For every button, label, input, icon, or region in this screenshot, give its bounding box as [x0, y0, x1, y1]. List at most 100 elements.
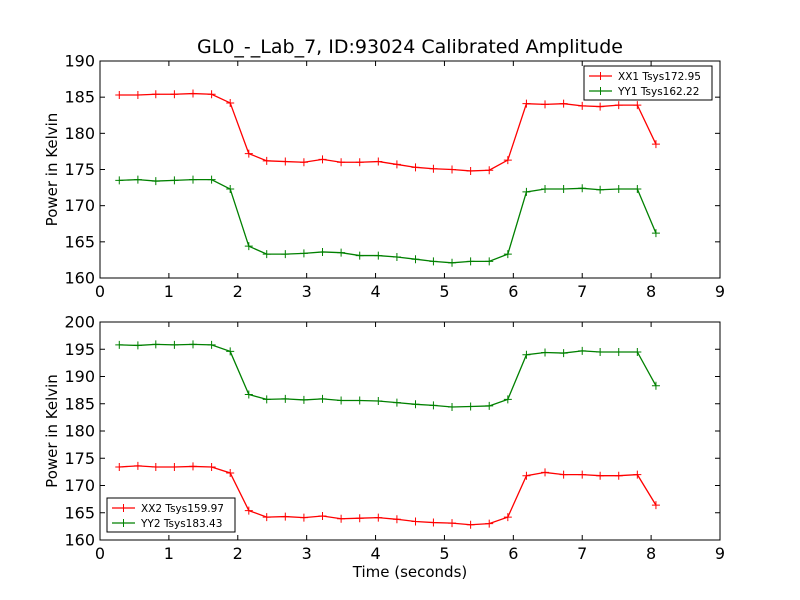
data-point [244, 242, 253, 251]
x-tick-label: 1 [164, 282, 174, 301]
data-point [633, 470, 642, 479]
data-point [541, 185, 550, 194]
legend: XX2 Tsys159.97 YY2 Tsys183.43 [106, 497, 236, 533]
y-tick-label: 160 [64, 269, 95, 288]
data-point [651, 381, 660, 390]
data-point [503, 250, 512, 259]
data-point [466, 520, 475, 529]
data-point [411, 255, 420, 264]
data-point [578, 470, 587, 479]
data-point [392, 253, 401, 262]
data-point [170, 176, 179, 185]
data-point [355, 158, 364, 167]
series-line [119, 178, 657, 264]
data-point [318, 247, 327, 256]
data-point [503, 395, 512, 404]
y-tick-label: 175 [64, 449, 95, 468]
data-point [633, 185, 642, 194]
data-point [262, 395, 271, 404]
legend: XX1 Tsys172.95 YY1 Tsys162.22 [583, 65, 713, 101]
data-point [374, 513, 383, 522]
y-tick-label: 200 [64, 313, 95, 332]
data-point [448, 165, 457, 174]
data-point [578, 184, 587, 193]
data-point [448, 258, 457, 267]
legend-marker [596, 87, 605, 95]
x-tick-label: 4 [370, 282, 380, 301]
data-point [559, 99, 568, 108]
x-tick-label: 5 [439, 282, 449, 301]
data-point [299, 158, 308, 167]
data-point [374, 397, 383, 406]
data-point [170, 340, 179, 349]
data-point [633, 347, 642, 356]
data-point [448, 519, 457, 528]
x-tick-label: 2 [233, 282, 243, 301]
x-tick-label: 4 [370, 544, 380, 563]
data-point [466, 166, 475, 175]
data-point [207, 90, 216, 99]
data-point [244, 390, 253, 399]
data-point [281, 512, 290, 521]
data-point [133, 175, 142, 184]
data-point [133, 461, 142, 470]
data-point [559, 470, 568, 479]
data-point [337, 248, 346, 257]
data-point [522, 350, 531, 359]
data-point [596, 102, 605, 111]
data-point [115, 340, 124, 349]
data-point [559, 185, 568, 194]
data-point [226, 468, 235, 477]
x-tick-label: 8 [646, 544, 656, 563]
y-tick-label: 170 [64, 196, 95, 215]
data-point [578, 346, 587, 355]
x-tick-label: 1 [164, 544, 174, 563]
data-point [115, 462, 124, 471]
data-point [651, 501, 660, 510]
data-point [133, 90, 142, 99]
data-point [522, 471, 531, 480]
legend-entry: YY2 Tsys183.43 [140, 518, 222, 530]
legend-marker [596, 72, 605, 80]
data-point [189, 89, 197, 98]
data-point [633, 101, 642, 110]
x-tick-label: 0 [95, 544, 105, 563]
data-point [466, 402, 475, 411]
data-point [411, 400, 420, 409]
data-point [466, 257, 475, 266]
data-point [355, 514, 364, 523]
data-point [522, 99, 531, 108]
data-point [170, 90, 179, 99]
data-point [392, 160, 401, 169]
legend-entry: YY1 Tsys162.22 [617, 86, 699, 98]
data-point [485, 166, 494, 175]
y-axis-label: Power in Kelvin [43, 374, 61, 488]
x-tick-label: 3 [302, 282, 312, 301]
data-point [318, 394, 327, 403]
series-2 [115, 340, 660, 412]
x-tick-label: 6 [508, 544, 518, 563]
plot-frame [99, 60, 721, 279]
data-point [226, 347, 235, 356]
legend-entry: XX1 Tsys172.95 [618, 71, 701, 83]
y-tick-label: 160 [64, 531, 95, 550]
data-point [281, 394, 290, 403]
plot-panel-1: GL0_-_Lab_7, ID:93024 Calibrated Amplitu… [43, 36, 725, 301]
data-point [262, 513, 271, 522]
legend-box [583, 65, 713, 101]
data-point [429, 518, 438, 527]
data-point [503, 156, 512, 165]
x-tick-label: 2 [233, 544, 243, 563]
data-point [392, 398, 401, 407]
data-point [541, 348, 550, 357]
x-tick-label: 3 [302, 544, 312, 563]
y-tick-label: 165 [64, 232, 95, 251]
data-point [503, 513, 512, 522]
y-tick-label: 180 [64, 422, 95, 441]
data-point [614, 101, 623, 110]
data-point [115, 90, 124, 99]
x-tick-label: 0 [95, 282, 105, 301]
legend-entry: XX2 Tsys159.97 [141, 503, 224, 515]
x-axis-label: Time (seconds) [352, 563, 468, 581]
